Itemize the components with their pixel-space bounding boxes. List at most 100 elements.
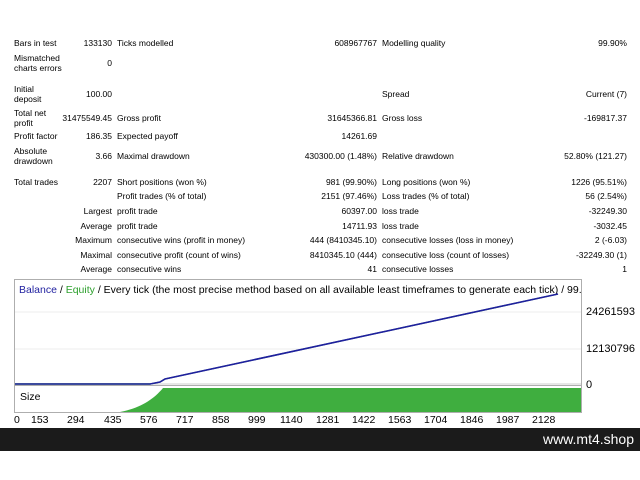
maximal-drawdown-value: 430300.00 (1.48%) bbox=[304, 151, 377, 161]
balance-equity-chart: Balance / Equity / Every tick (the most … bbox=[14, 279, 582, 389]
profit-trades-label: Profit trades (% of total) bbox=[117, 191, 207, 201]
average-consecutive-losses-value: 1 bbox=[622, 264, 627, 274]
absolute-drawdown-value: 3.66 bbox=[95, 151, 112, 161]
gross-loss-value: -169817.37 bbox=[583, 113, 627, 123]
average-loss-trade-value: -3032.45 bbox=[593, 221, 627, 231]
spread-value: Current (7) bbox=[585, 89, 627, 99]
average-consecutive-prefix: Average bbox=[80, 264, 112, 274]
report-table: Bars in test 133130 Ticks modelled 60896… bbox=[0, 28, 640, 278]
x-label: 1140 bbox=[280, 414, 303, 426]
y-label-middle: 12130796 bbox=[586, 343, 635, 355]
largest-prefix: Largest bbox=[83, 206, 112, 216]
x-label: 0 bbox=[14, 414, 20, 426]
gross-loss-label: Gross loss bbox=[382, 113, 423, 123]
ticks-modelled-label: Ticks modelled bbox=[117, 38, 174, 48]
largest-profit-trade-value: 60397.00 bbox=[341, 206, 377, 216]
bottom-margin bbox=[0, 451, 640, 480]
x-label: 576 bbox=[140, 414, 158, 426]
long-positions-label: Long positions (won %) bbox=[382, 177, 471, 187]
y-label-zero: 0 bbox=[586, 379, 593, 391]
bars-in-test-label: Bars in test bbox=[14, 38, 57, 48]
max-consecutive-losses-label: consecutive losses (loss in money) bbox=[382, 235, 514, 245]
site-watermark: www.mt4.shop bbox=[542, 431, 634, 447]
largest-loss-trade-label: loss trade bbox=[382, 206, 419, 216]
size-area bbox=[120, 388, 581, 412]
size-label: Size bbox=[20, 391, 41, 403]
loss-trades-value: 56 (2.54%) bbox=[585, 191, 627, 201]
initial-deposit-label-line1: Initial bbox=[14, 84, 34, 94]
chart-title-balance: Balance bbox=[19, 284, 57, 296]
short-positions-label: Short positions (won %) bbox=[117, 177, 207, 187]
expected-payoff-value: 14261.69 bbox=[341, 131, 377, 141]
initial-deposit-value: 100.00 bbox=[86, 89, 112, 99]
maximum-prefix: Maximum bbox=[75, 235, 112, 245]
total-net-profit-label-line1: Total net bbox=[14, 108, 47, 118]
chart-title-separator: / bbox=[56, 284, 66, 296]
bars-in-test-value: 133130 bbox=[83, 38, 112, 48]
absolute-drawdown-label-line1: Absolute bbox=[14, 146, 48, 156]
average-profit-trade-value: 14711.93 bbox=[342, 221, 377, 231]
chart-plot bbox=[15, 293, 581, 385]
footer-band: www.mt4.shop bbox=[0, 428, 640, 451]
total-trades-label: Total trades bbox=[14, 177, 58, 187]
chart-title-equity: Equity bbox=[65, 284, 95, 296]
x-label: 153 bbox=[31, 414, 49, 426]
initial-deposit-label-line2: deposit bbox=[14, 94, 42, 104]
average-prefix: Average bbox=[80, 221, 112, 231]
total-net-profit-value: 31475549.45 bbox=[62, 113, 112, 123]
largest-profit-trade-label: profit trade bbox=[117, 206, 158, 216]
average-consecutive-wins-value: 41 bbox=[367, 264, 377, 274]
x-label: 2128 bbox=[532, 414, 556, 426]
modelling-quality-value: 99.90% bbox=[598, 38, 627, 48]
x-label: 294 bbox=[67, 414, 85, 426]
x-label: 435 bbox=[104, 414, 122, 426]
expected-payoff-label: Expected payoff bbox=[117, 131, 178, 141]
total-net-profit-label-line2: profit bbox=[14, 118, 33, 128]
total-trades-value: 2207 bbox=[93, 177, 112, 187]
mismatched-label-line1: Mismatched bbox=[14, 53, 60, 63]
chart-title: Balance / Equity / Every tick (the most … bbox=[19, 284, 582, 296]
x-label: 858 bbox=[212, 414, 230, 426]
maximal-consecutive-loss-label: consecutive loss (count of losses) bbox=[382, 250, 510, 260]
size-panel: Size bbox=[14, 385, 582, 413]
mismatched-value: 0 bbox=[107, 58, 112, 68]
loss-trades-label: Loss trades (% of total) bbox=[382, 191, 470, 201]
average-profit-trade-label: profit trade bbox=[117, 221, 158, 231]
max-consecutive-wins-value: 444 (8410345.10) bbox=[309, 235, 377, 245]
top-margin bbox=[0, 0, 640, 28]
x-label: 1846 bbox=[460, 414, 484, 426]
average-consecutive-wins-label: consecutive wins bbox=[117, 264, 182, 274]
chart-title-rest: / Every tick (the most precise method ba… bbox=[94, 284, 582, 296]
ticks-modelled-value: 608967767 bbox=[334, 38, 377, 48]
largest-loss-trade-value: -32249.30 bbox=[588, 206, 627, 216]
size-plot bbox=[120, 388, 581, 412]
average-loss-trade-label: loss trade bbox=[382, 221, 419, 231]
max-consecutive-losses-value: 2 (-6.03) bbox=[594, 235, 627, 245]
long-positions-value: 1226 (95.51%) bbox=[571, 177, 627, 187]
y-label-top: 24261593 bbox=[586, 306, 635, 318]
absolute-drawdown-label-line2: drawdown bbox=[14, 156, 53, 166]
modelling-quality-label: Modelling quality bbox=[382, 38, 446, 48]
x-label: 1987 bbox=[496, 414, 520, 426]
x-label: 1422 bbox=[352, 414, 376, 426]
spread-label: Spread bbox=[382, 89, 410, 99]
x-label: 717 bbox=[176, 414, 194, 426]
short-positions-value: 981 (99.90%) bbox=[325, 177, 377, 187]
profit-trades-value: 2151 (97.46%) bbox=[321, 191, 377, 201]
max-consecutive-wins-label: consecutive wins (profit in money) bbox=[117, 235, 246, 245]
maximal-prefix: Maximal bbox=[80, 250, 112, 260]
equity-line bbox=[15, 293, 559, 385]
maximal-drawdown-label: Maximal drawdown bbox=[117, 151, 190, 161]
mismatched-label-line2: charts errors bbox=[14, 63, 62, 73]
gross-profit-label: Gross profit bbox=[117, 113, 161, 123]
x-label: 1563 bbox=[388, 414, 412, 426]
maximal-consecutive-profit-value: 8410345.10 (444) bbox=[309, 250, 377, 260]
gross-profit-value: 31645366.81 bbox=[327, 113, 377, 123]
maximal-consecutive-loss-value: -32249.30 (1) bbox=[575, 250, 627, 260]
x-label: 999 bbox=[248, 414, 266, 426]
average-consecutive-losses-label: consecutive losses bbox=[382, 264, 454, 274]
x-label: 1281 bbox=[316, 414, 340, 426]
profit-factor-value: 186.35 bbox=[86, 131, 112, 141]
x-label: 1704 bbox=[424, 414, 448, 426]
maximal-consecutive-profit-label: consecutive profit (count of wins) bbox=[117, 250, 241, 260]
